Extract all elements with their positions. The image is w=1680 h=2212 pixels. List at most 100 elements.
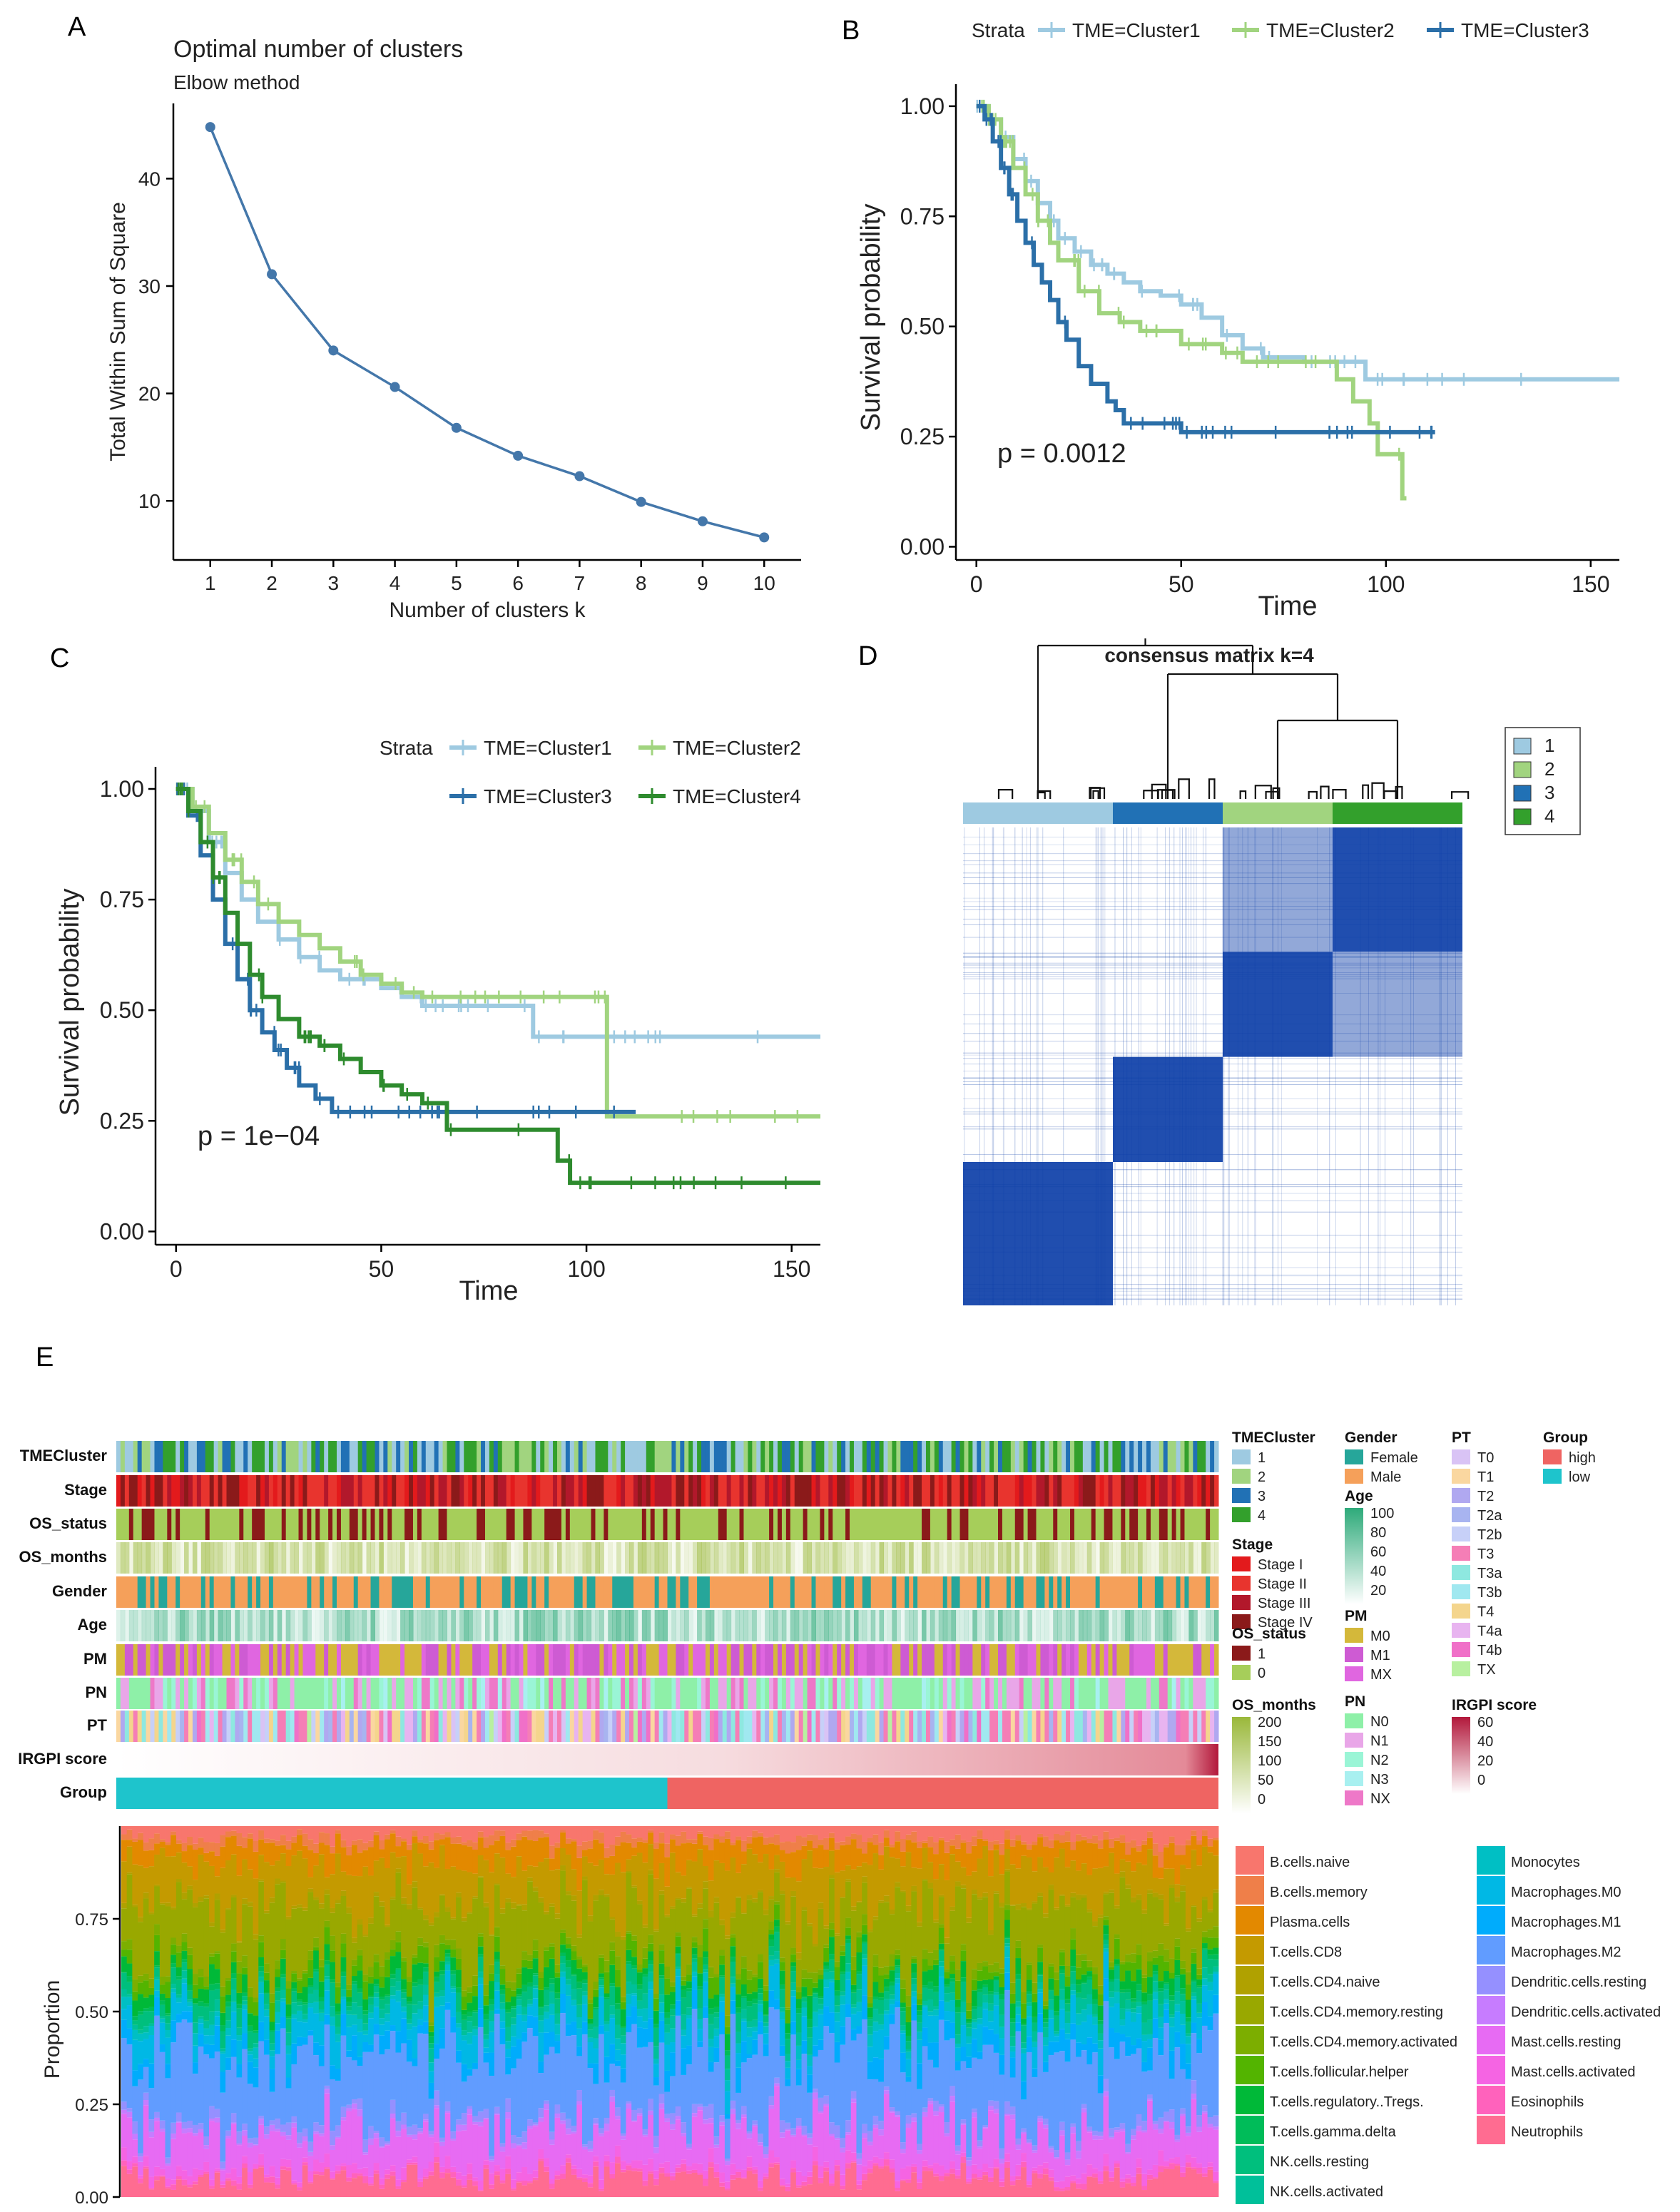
track-cell — [1201, 1475, 1206, 1507]
stacked-bar-segment — [269, 2120, 275, 2125]
stacked-bar-segment — [483, 1902, 489, 1907]
stacked-bar-segment — [604, 1997, 610, 1999]
stacked-bar-segment — [258, 1993, 265, 2022]
stacked-bar-segment — [472, 1898, 479, 1976]
track-cell — [709, 1610, 715, 1641]
track-cell — [998, 1610, 1003, 1641]
stacked-bar-segment — [154, 2166, 161, 2176]
stacked-bar-segment — [258, 2041, 265, 2116]
stacked-bar-segment — [170, 1937, 177, 1945]
track-cell — [833, 1542, 838, 1574]
stacked-bar-segment — [214, 1893, 220, 1900]
track-cell — [184, 1509, 189, 1540]
dendro-leaf — [1450, 791, 1470, 799]
stacked-bar-segment — [428, 2082, 434, 2099]
track-cell — [1214, 1441, 1219, 1472]
track-cell — [621, 1475, 626, 1507]
stacked-bar-segment — [230, 2039, 237, 2057]
stacked-bar-segment — [313, 2171, 320, 2175]
track-cell — [604, 1678, 609, 1709]
stacked-bar-segment — [335, 2042, 341, 2069]
track-cell — [1036, 1644, 1041, 1676]
stacked-bar-segment — [385, 2145, 391, 2170]
legend-colorbar — [1452, 1717, 1470, 1794]
stacked-bar-segment — [357, 1992, 363, 2007]
track-cell — [264, 1678, 270, 1709]
track-cell — [1138, 1610, 1143, 1641]
stacked-bar-segment — [170, 2184, 177, 2190]
stacked-bar-segment — [175, 1967, 182, 1977]
stacked-bar-segment — [236, 2143, 243, 2146]
track-cell — [447, 1509, 452, 1540]
track-cell — [383, 1475, 388, 1507]
track-cell — [1108, 1711, 1113, 1742]
track-cell — [290, 1610, 295, 1641]
stacked-bar-segment — [253, 2058, 259, 2068]
track-cell — [1121, 1644, 1126, 1676]
track-cell — [1210, 1644, 1215, 1676]
track-cell — [837, 1610, 842, 1641]
track-cell — [124, 1542, 130, 1574]
stacked-bar-segment — [527, 1986, 534, 2000]
stacked-bar-segment — [593, 2048, 599, 2064]
track-cell — [807, 1542, 813, 1574]
stacked-bar-segment — [489, 2173, 495, 2185]
track-cell — [1053, 1542, 1058, 1574]
stacked-bar-segment — [604, 1993, 610, 1998]
stacked-bar-segment — [121, 1826, 128, 1835]
track-cell — [684, 1610, 689, 1641]
track-cell — [922, 1509, 927, 1540]
stacked-bar-segment — [165, 2037, 171, 2064]
stacked-bar-segment — [181, 1959, 188, 1963]
track-cell — [828, 1509, 833, 1540]
track-cell — [290, 1644, 295, 1676]
stacked-bar-segment — [581, 1995, 589, 2004]
track-cell — [769, 1711, 774, 1742]
stacked-bar-segment — [587, 1999, 594, 2004]
stacked-bar-segment — [544, 1987, 550, 1990]
stacked-bar-segment — [335, 2012, 341, 2015]
track-cell — [311, 1441, 316, 1472]
track-cell — [116, 1441, 121, 1472]
track-cell — [820, 1610, 825, 1641]
track-cell — [1206, 1542, 1211, 1574]
stacked-bar-segment — [242, 1898, 248, 1905]
track-cell — [141, 1576, 147, 1608]
track-cell — [1184, 1441, 1189, 1472]
legend-colorbar — [1232, 1717, 1251, 1813]
stacked-bar-segment — [373, 1992, 380, 1998]
stacked-bar-segment — [587, 2018, 594, 2024]
stacked-bar-segment — [576, 1959, 583, 1969]
track-cell — [345, 1441, 350, 1472]
track-cell — [730, 1542, 736, 1574]
stacked-bar-segment — [538, 2161, 544, 2197]
stacked-bar-segment — [422, 2114, 429, 2120]
stacked-bar-segment — [121, 1997, 128, 2009]
track-cell — [629, 1542, 634, 1574]
stacked-bar-segment — [395, 2002, 402, 2032]
stacked-bar-segment — [198, 2006, 204, 2017]
legend-label: Stage II — [1258, 1576, 1307, 1592]
track-cell — [841, 1678, 846, 1709]
track-cell — [981, 1475, 986, 1507]
track-cell — [557, 1441, 562, 1472]
stacked-bar-segment — [209, 1826, 215, 1843]
track-cell — [641, 1542, 647, 1574]
track-cell — [141, 1441, 147, 1472]
track-cell — [209, 1441, 215, 1472]
track-cell — [268, 1610, 274, 1641]
track-cell — [785, 1644, 791, 1676]
stacked-bar-segment — [461, 2185, 467, 2188]
stacked-bar-segment — [236, 2004, 243, 2009]
stacked-bar-segment — [439, 2172, 446, 2178]
track-cell — [748, 1644, 753, 1676]
track-cell — [701, 1610, 706, 1641]
stacked-bar-segment — [401, 1961, 407, 1979]
track-cell — [302, 1711, 307, 1742]
stacked-bar-segment — [318, 2162, 325, 2173]
track-cell — [633, 1475, 638, 1507]
stacked-bar-segment — [291, 1973, 297, 1982]
track-cell — [815, 1509, 820, 1540]
track-cell — [1086, 1678, 1092, 1709]
legend-swatch — [1452, 1661, 1470, 1676]
